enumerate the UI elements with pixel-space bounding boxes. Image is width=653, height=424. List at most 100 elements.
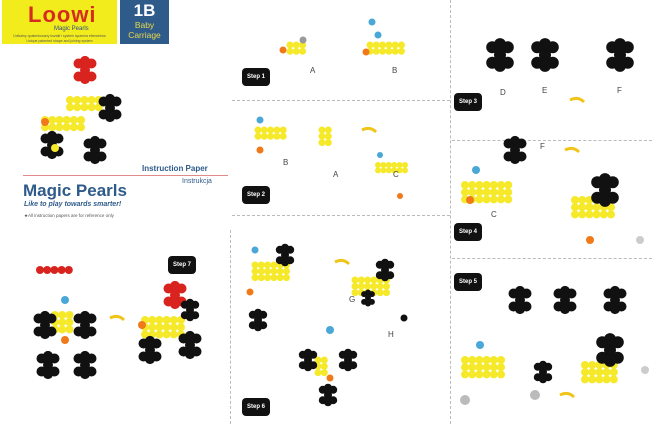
- pearl: [260, 126, 268, 134]
- pearl: [468, 188, 477, 197]
- pearl: [155, 330, 164, 339]
- pearl: [357, 282, 365, 290]
- pearl: [267, 126, 275, 134]
- pearl: [69, 123, 78, 132]
- pearl: [61, 296, 69, 304]
- divider: [232, 100, 450, 101]
- pearl: [326, 326, 334, 334]
- pearl: [254, 132, 262, 140]
- pearl: [73, 103, 82, 112]
- pearl: [497, 181, 505, 189]
- pearl: [50, 266, 59, 274]
- pearl: [599, 184, 611, 196]
- pearl: [461, 356, 469, 364]
- pearl: [162, 316, 171, 324]
- pearl: [145, 345, 155, 355]
- pearl: [592, 203, 601, 212]
- label-a: A: [333, 170, 339, 179]
- label-d: D: [500, 88, 506, 97]
- label-f: F: [540, 142, 545, 151]
- pearl: [324, 132, 332, 140]
- step-3-label: Step 3: [454, 93, 483, 111]
- pearl: [87, 96, 96, 104]
- pearl: [475, 356, 484, 364]
- pearl: [36, 266, 44, 274]
- divider: [23, 175, 228, 176]
- pearl: [314, 356, 322, 364]
- pearl: [489, 356, 498, 364]
- pearl: [279, 46, 287, 54]
- pearl: [504, 181, 513, 189]
- pearl: [607, 210, 615, 219]
- pearl: [585, 203, 594, 212]
- pearl: [270, 274, 278, 282]
- pearl: [169, 323, 178, 332]
- pearl: [80, 103, 89, 112]
- pearl: [344, 363, 352, 372]
- pearl: [286, 41, 294, 49]
- pearl: [320, 362, 328, 370]
- pearl: [604, 333, 616, 346]
- pearl: [58, 311, 67, 319]
- pearl: [51, 144, 59, 152]
- pearl: [80, 74, 90, 85]
- pearl: [476, 341, 484, 349]
- pearl: [504, 188, 513, 197]
- pearl: [461, 370, 469, 379]
- pearl: [365, 289, 371, 296]
- pearl: [370, 276, 378, 284]
- pearl: [357, 276, 365, 284]
- pearl: [254, 308, 262, 317]
- pearl: [58, 318, 67, 327]
- pearl: [257, 274, 265, 282]
- arrow-icon: [564, 146, 581, 154]
- pearl: [299, 36, 307, 44]
- pearl: [468, 356, 477, 364]
- pearl: [80, 320, 90, 330]
- pearl: [318, 139, 326, 147]
- pearl: [80, 369, 90, 380]
- label-c: C: [491, 210, 497, 219]
- pearl: [599, 210, 608, 219]
- pearl: [186, 313, 194, 322]
- pearl: [380, 167, 387, 174]
- pearl: [578, 210, 587, 219]
- pearl: [539, 375, 547, 384]
- divider: [232, 215, 450, 216]
- arrow-icon: [569, 96, 586, 104]
- pearl: [257, 261, 265, 269]
- pearl: [77, 116, 85, 124]
- label-h: H: [388, 330, 394, 339]
- pearl: [57, 266, 66, 274]
- pearl: [391, 162, 398, 168]
- pearl: [588, 368, 597, 377]
- pearl: [391, 47, 399, 55]
- pearl: [254, 126, 262, 134]
- pearl: [351, 282, 359, 290]
- pearl: [614, 59, 626, 72]
- pearl: [58, 325, 67, 334]
- pearl: [475, 181, 484, 189]
- pearl: [251, 261, 259, 269]
- pearl: [105, 93, 115, 104]
- pearl: [145, 335, 155, 346]
- pearl: [66, 103, 74, 112]
- pearl: [186, 306, 194, 314]
- pearl: [251, 246, 259, 254]
- pearl: [62, 123, 71, 132]
- pearl: [571, 203, 579, 212]
- pearl: [560, 285, 570, 296]
- pearl: [256, 116, 264, 124]
- pearl: [267, 132, 275, 140]
- pearl: [351, 276, 359, 284]
- pearl: [636, 236, 644, 244]
- pearl: [65, 325, 74, 334]
- pearl: [381, 266, 389, 274]
- pearl: [138, 321, 146, 329]
- pearl: [578, 196, 587, 204]
- pearl: [105, 103, 115, 113]
- pearl: [283, 267, 290, 275]
- pearl: [482, 356, 491, 364]
- pearl: [383, 289, 390, 297]
